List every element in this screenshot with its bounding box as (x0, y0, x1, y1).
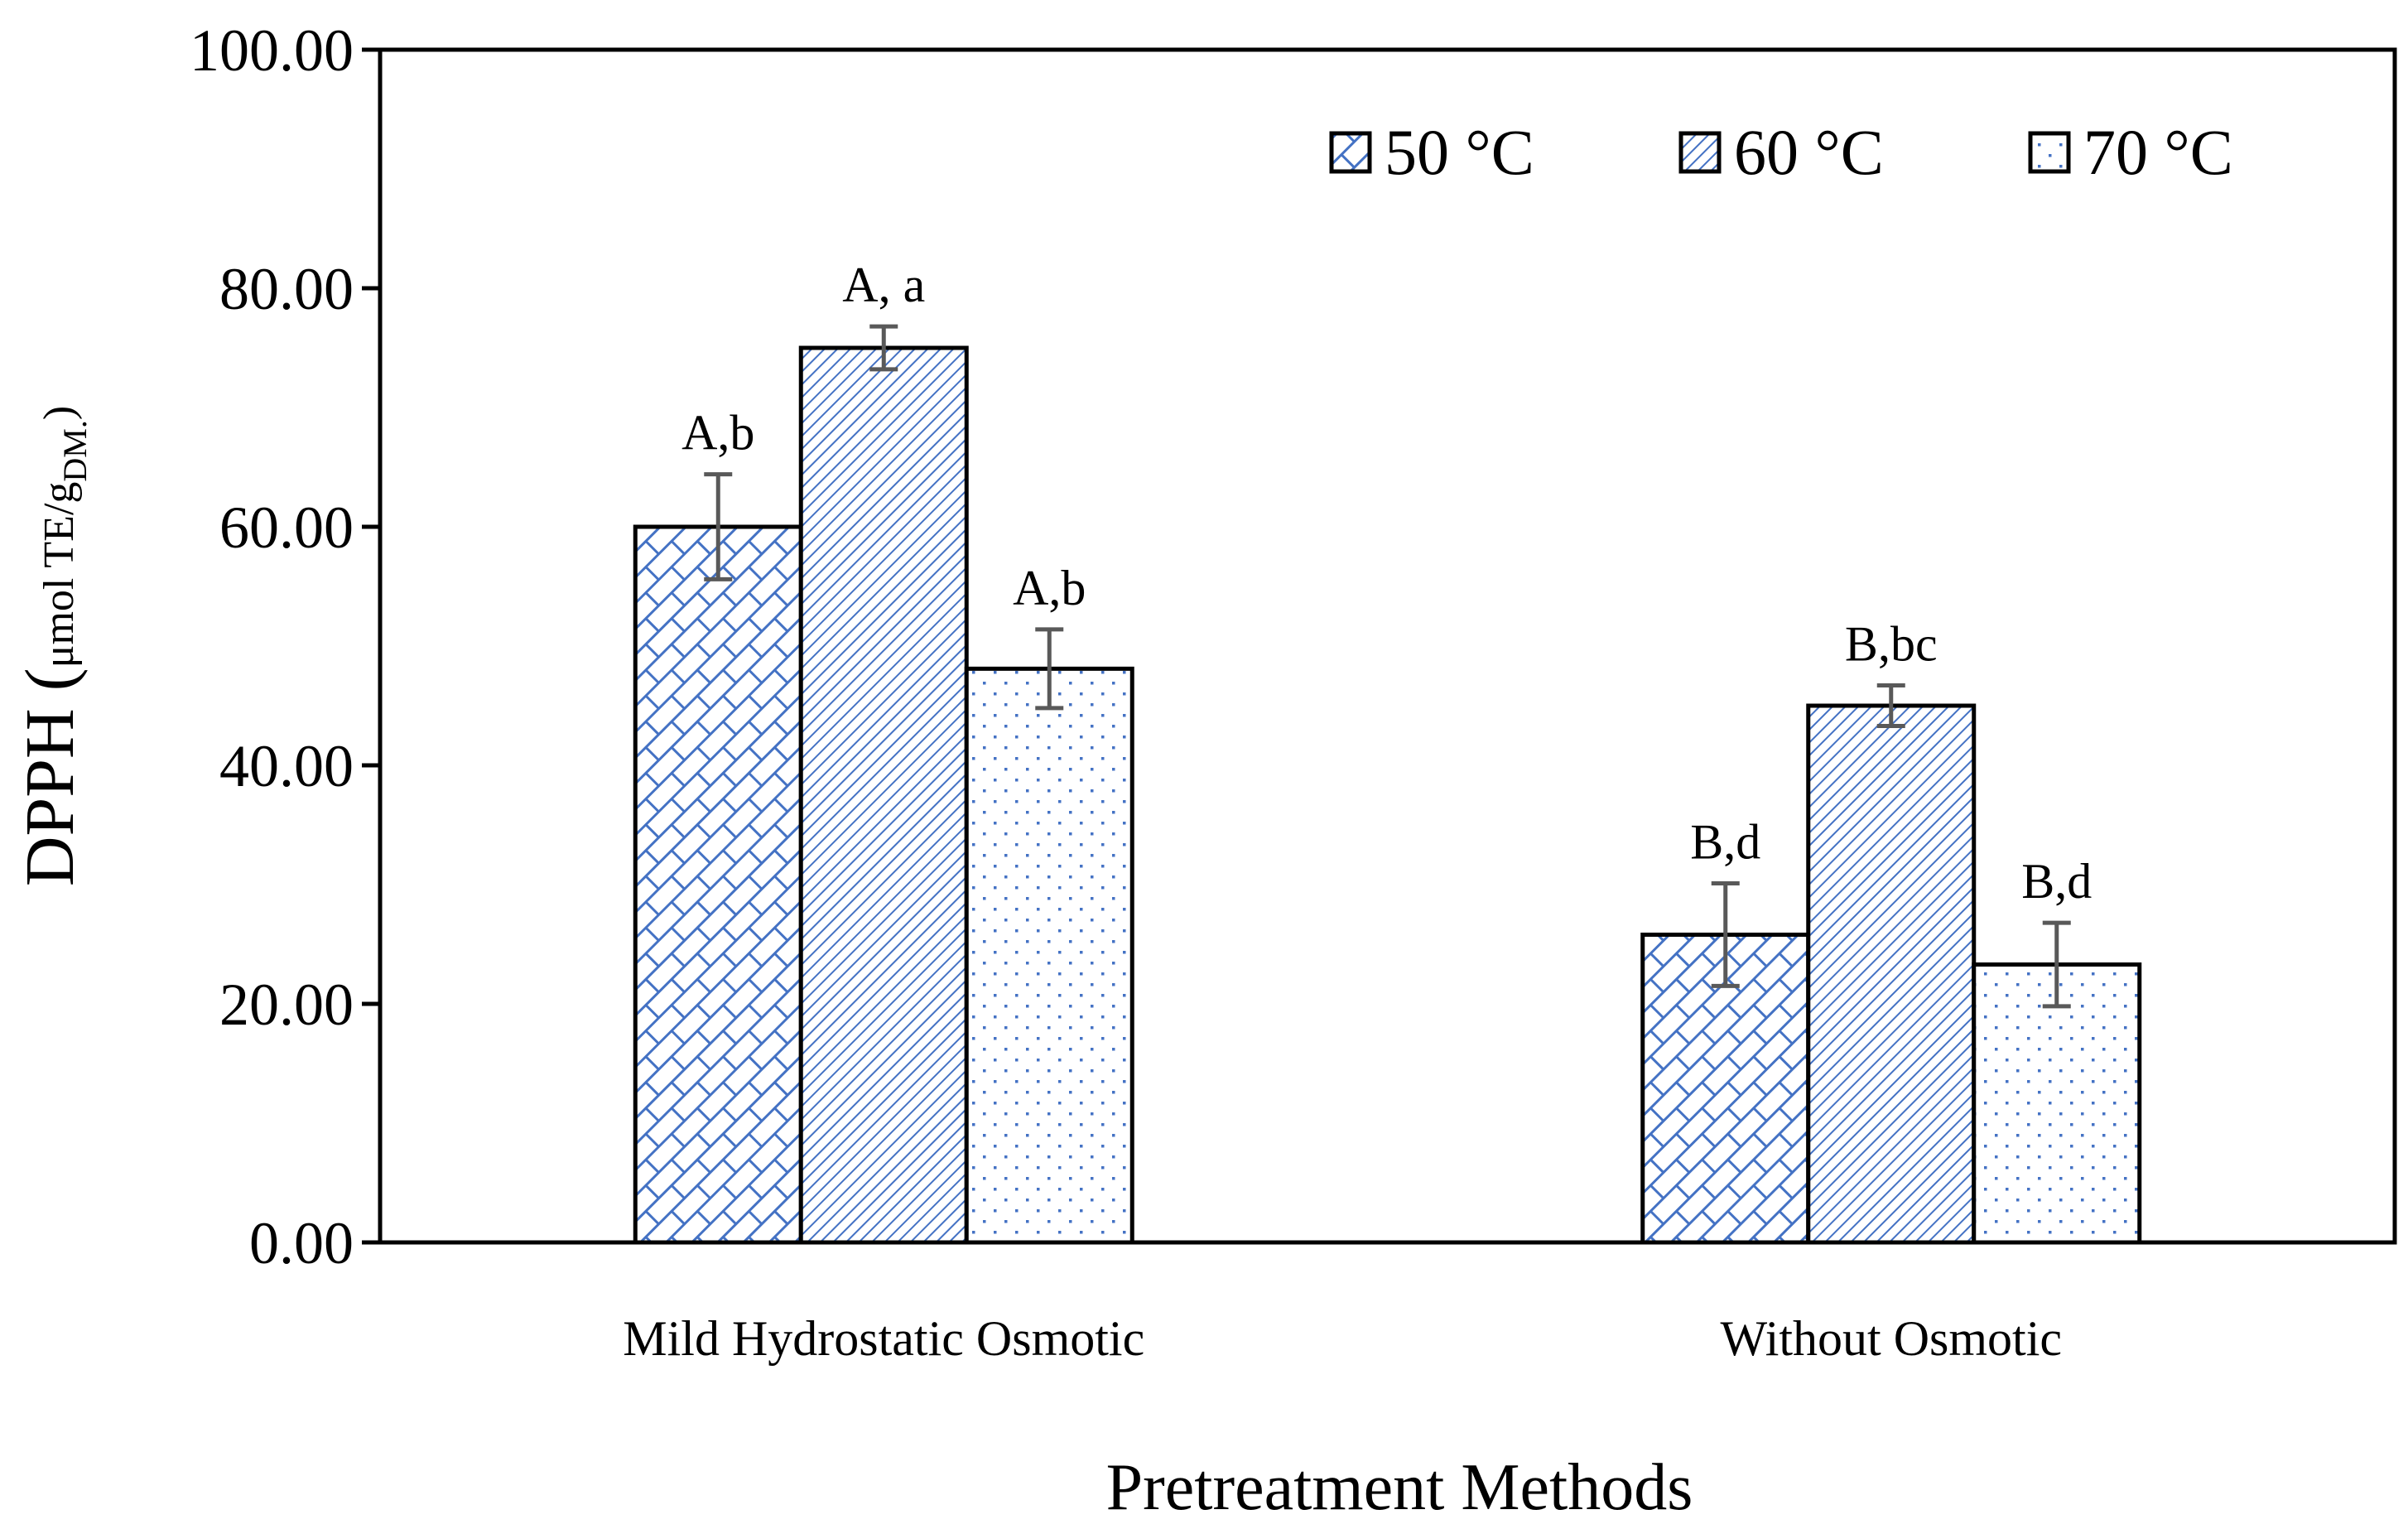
y-tick-label: 60.00 (219, 494, 354, 561)
bar-dots-1 (1972, 962, 2142, 1245)
legend-item: 50 °C (1329, 116, 1534, 188)
significance-label: B,bc (1845, 617, 1938, 672)
y-axis: 0.00 20.00 40.00 60.00 80.00 100.00 (190, 17, 380, 1276)
legend-item: 70 °C (2028, 116, 2233, 188)
bar-brick-0 (633, 524, 803, 1245)
legend-swatch (2028, 131, 2071, 174)
y-tick-label: 80.00 (219, 256, 354, 322)
y-axis-title-subscript: DM. (56, 420, 94, 481)
significance-label: A, a (842, 258, 925, 312)
y-tick-label: 100.00 (190, 17, 354, 84)
y-tick-label: 20.00 (219, 972, 354, 1038)
y-axis-title-unit: μmol TE/g (36, 482, 83, 668)
error-bar (704, 472, 733, 581)
legend: 50 °C 60 °C 70 °C (1329, 116, 2233, 188)
y-axis-title-close: ) (36, 406, 83, 420)
bar-dots-0 (964, 666, 1134, 1245)
legend-swatch (1678, 131, 1722, 174)
x-category-label: Mild Hydrostatic Osmotic (623, 1311, 1144, 1366)
legend-item: 60 °C (1678, 116, 1884, 188)
plot-area-frame (378, 47, 2397, 1245)
error-bar (1711, 881, 1740, 988)
significance-label: B,d (2021, 854, 2092, 909)
bar-diagonal-0 (798, 345, 969, 1245)
x-category-label: Without Osmotic (1720, 1311, 2062, 1366)
legend-label: 70 °C (2083, 116, 2233, 188)
y-axis-title: DPPH (μmol TE/gDM.) (12, 406, 94, 886)
legend-swatch (1329, 131, 1372, 174)
y-tick-label: 40.00 (219, 733, 354, 799)
legend-label: 60 °C (1734, 116, 1884, 188)
significance-label: B,d (1690, 815, 1760, 870)
error-bar (2042, 920, 2071, 1009)
x-axis-title: Pretreatment Methods (1106, 1451, 1693, 1524)
error-bar (1876, 683, 1905, 728)
y-axis-title-main: DPPH ( (12, 668, 89, 886)
legend-label: 50 °C (1385, 116, 1534, 188)
error-bar (1035, 627, 1064, 711)
x-axis-category-labels: Mild Hydrostatic Osmotic Without Osmotic (623, 1311, 2062, 1366)
y-tick-label: 0.00 (249, 1210, 354, 1276)
error-bar (869, 324, 898, 372)
bar-diagonal-1 (1806, 703, 1977, 1245)
bar-series: A,b A, a A,b B,d B,bc B,d (633, 258, 2142, 1245)
significance-label: A,b (681, 406, 754, 461)
significance-label: A,b (1013, 561, 1086, 615)
